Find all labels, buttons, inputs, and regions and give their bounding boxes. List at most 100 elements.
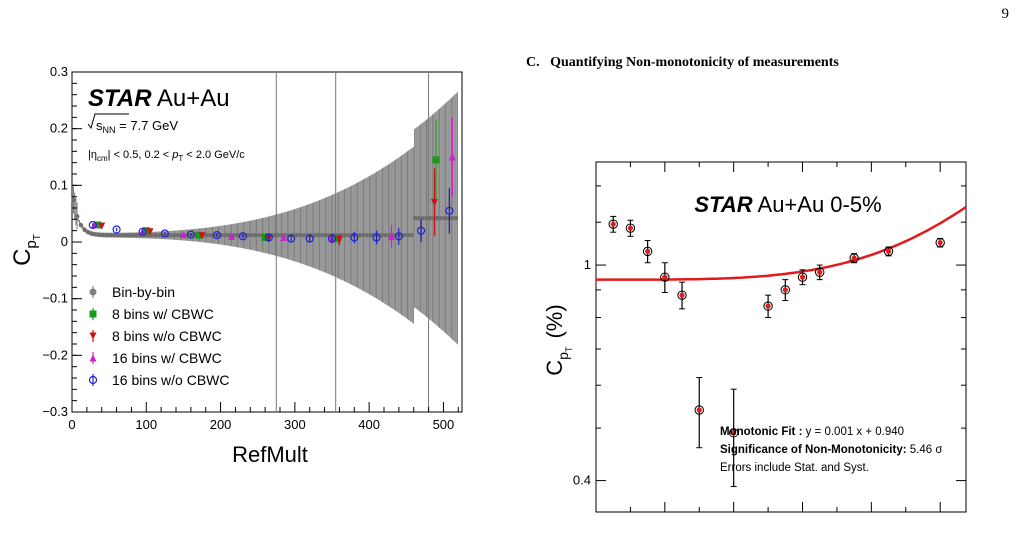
data-point (432, 156, 440, 164)
legend-marker (89, 354, 97, 362)
data-point-outline (728, 428, 739, 438)
bin-by-bin-point (294, 233, 299, 238)
svg-text:CpT(%): CpT(%) (542, 304, 574, 375)
data-point (228, 232, 236, 240)
bin-by-bin-point (420, 216, 425, 221)
right-y-axis-label: CpT(%) (542, 304, 574, 375)
data-point (445, 206, 454, 215)
bin-by-bin-point (405, 233, 410, 238)
data-point-outline (815, 267, 825, 277)
bin-by-bin-point (119, 232, 124, 238)
data-point (335, 236, 343, 244)
data-point (160, 229, 169, 238)
data-point (146, 228, 154, 236)
bin-by-bin-point (442, 216, 448, 221)
data-point-outline (780, 285, 791, 295)
bin-by-bin-point (97, 232, 102, 237)
bin-by-bin-point (439, 216, 444, 221)
bin-by-bin-point (257, 233, 262, 238)
fit-label: Monotonic Fit : (720, 426, 802, 438)
left-y-label-main: C (9, 249, 36, 266)
bin-by-bin-point (424, 216, 429, 221)
right-y-tick-label: 0.4 (573, 473, 591, 488)
data-point (305, 234, 314, 243)
bin-by-bin-point (223, 233, 228, 238)
bin-by-bin-point (401, 233, 407, 238)
data-point (799, 274, 806, 280)
bin-by-bin-point (271, 233, 277, 238)
data-point (280, 233, 288, 241)
data-point (851, 255, 857, 261)
bin-by-bin-point (450, 216, 455, 221)
bin-by-bin-point (342, 233, 347, 238)
monotonic-fit-curve (596, 205, 967, 281)
bin-by-bin-point (205, 233, 210, 238)
bin-by-bin-point (89, 231, 95, 236)
bin-by-bin-point (357, 233, 362, 238)
left-y-tick-label: −0.2 (42, 347, 68, 362)
bin-by-bin-point (275, 233, 280, 238)
svg-text:Significance of Non-Monotonici: Significance of Non-Monotonicity: 5.46 σ (720, 444, 942, 456)
right-chart: 1 0.4 STAR Au+Au 0-5% CpT(%) Monotonic Fi… (542, 161, 967, 513)
right-legend: Monotonic Fit : y = 0.001 x + 0.940 Sign… (720, 426, 942, 474)
data-point (696, 407, 702, 413)
data-point (88, 220, 97, 230)
left-y-tick-label: −0.3 (42, 404, 68, 419)
bin-by-bin-point (175, 233, 180, 238)
data-point (112, 225, 121, 234)
legend-label: 16 bins w/o CBWC (112, 372, 229, 388)
errors-note: Errors include Stat. and Syst. (720, 462, 869, 474)
left-x-tick-label: 300 (284, 417, 306, 432)
bin-by-bin-point (115, 232, 121, 238)
bin-by-bin-point (301, 233, 306, 238)
bin-by-bin-point (379, 233, 384, 238)
bin-by-bin-point (435, 216, 440, 221)
data-point (98, 222, 106, 230)
bin-by-bin-point (346, 233, 351, 238)
fit-equation: y = 0.001 x + 0.940 (802, 426, 904, 438)
left-y-axis-label: CpT (9, 234, 43, 266)
data-point (198, 232, 206, 240)
bin-by-bin-point (71, 197, 76, 203)
data-point-outline (660, 272, 670, 282)
data-point-outline (608, 219, 618, 229)
left-cuts-annotation: |ηcm| < 0.5, 0.2 < pT < 2.0 GeV/c (88, 149, 245, 163)
data-point (372, 233, 381, 242)
left-x-tick-label: 0 (68, 417, 75, 432)
data-point-outline (642, 246, 653, 257)
data-point (238, 232, 247, 241)
data-point (350, 233, 359, 242)
bin-by-bin-point (416, 216, 422, 221)
page-number: 9 (1001, 6, 1010, 22)
bin-by-bin-point (453, 216, 459, 221)
data-point (610, 221, 616, 227)
section-label: C. (526, 55, 540, 70)
data-point (417, 226, 426, 235)
data-point (937, 240, 943, 246)
data-point (194, 231, 202, 239)
bin-by-bin-point (245, 233, 251, 238)
svg-text:sNN = 7.7 GeV: sNN = 7.7 GeV (96, 118, 178, 135)
bin-by-bin-point (297, 233, 303, 238)
bin-by-bin-point (108, 232, 113, 238)
left-y-label-subsub: T (32, 234, 43, 240)
data-point (179, 231, 187, 239)
left-chart: 0 100 200 300 400 500 −0.3 −0.2 −0.1 0 0.1 0.2 0.3 C… (9, 64, 463, 467)
bin-by-bin-point (316, 233, 321, 238)
bin-by-bin-point (104, 232, 110, 238)
left-legend: Bin-by-bin 8 bins w/ CBWC 8 bins w/o CBWC 1… (88, 284, 229, 388)
right-title: STAR Au+Au 0-5% (694, 192, 881, 217)
significance-label: Significance of Non-Monotonicity: (720, 444, 907, 456)
data-point (186, 230, 195, 239)
data-point (138, 227, 147, 236)
bin-by-bin-point (208, 233, 214, 238)
left-y-tick-label: 0.1 (50, 177, 68, 192)
right-y-tick-label: 1 (584, 257, 591, 272)
left-energy-annotation: sNN = 7.7 GeV (87, 113, 178, 135)
bin-by-bin-point (93, 232, 98, 237)
data-point-outline (763, 301, 773, 311)
bin-by-bin-point (78, 222, 84, 228)
bin-by-bin-point (219, 233, 225, 238)
bin-by-bin-point (409, 233, 414, 238)
data-point (885, 248, 892, 254)
